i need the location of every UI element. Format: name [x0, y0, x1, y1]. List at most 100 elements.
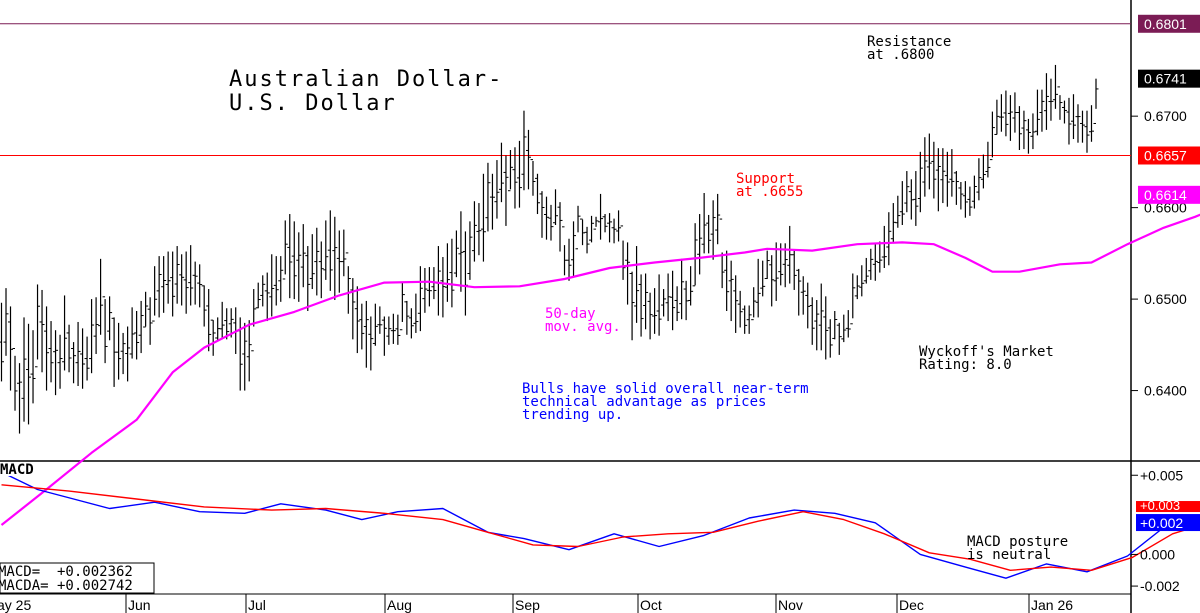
price-bar: [53, 330, 59, 396]
price-bar: [998, 94, 1004, 132]
price-bar: [251, 289, 257, 352]
price-bar: [616, 210, 622, 242]
price-bar: [89, 299, 95, 374]
price-bar: [787, 225, 793, 284]
price-bar: [534, 173, 540, 215]
price-bar: [940, 148, 946, 204]
price-bar: [962, 181, 968, 218]
price-bar: [449, 238, 455, 308]
price-bar: [435, 246, 441, 316]
price-bar: [773, 242, 779, 301]
price-bar: [1034, 89, 1040, 136]
support-label-line2: at .6655: [736, 184, 803, 200]
price-bar: [75, 321, 81, 386]
price-bar: [489, 173, 495, 230]
price-bar: [1043, 73, 1049, 130]
price-bar: [21, 317, 27, 422]
price-bar: [242, 322, 248, 391]
price-bar: [444, 243, 450, 302]
price-bar: [66, 324, 72, 373]
comment-line2: technical advantage as prices: [522, 394, 766, 410]
price-bar: [989, 111, 995, 161]
price-bar: [395, 314, 401, 345]
price-bar: [949, 149, 955, 197]
price-bar: [201, 285, 207, 327]
support-price-badge-bg: [1138, 146, 1200, 165]
price-bar: [359, 303, 365, 350]
x-axis-label: Nov: [778, 597, 803, 613]
price-bar: [480, 173, 486, 262]
price-bar: [688, 266, 694, 306]
macd-value-label: MACD= +0.002362: [0, 564, 133, 580]
price-bar: [102, 296, 108, 364]
price-bar: [197, 264, 203, 308]
price-bar: [129, 307, 135, 359]
ma-label-line2: mov. avg.: [545, 319, 621, 335]
price-bar: [44, 306, 50, 391]
price-bar: [255, 282, 261, 309]
price-bar: [30, 330, 36, 404]
price-bar: [12, 347, 18, 411]
price-bar: [35, 284, 41, 368]
price-bar: [219, 301, 225, 340]
macd-value-text: +0.002: [1140, 515, 1183, 531]
price-bar: [710, 200, 716, 260]
price-bar: [742, 305, 748, 334]
price-bar: [422, 268, 428, 313]
price-bar: [814, 300, 820, 351]
price-bar: [440, 257, 446, 318]
price-bar: [93, 297, 99, 354]
price-bar: [165, 251, 171, 304]
price-bar: [872, 244, 878, 281]
price-bar: [498, 142, 504, 203]
macd-layer: [1, 471, 1200, 579]
price-bar: [206, 289, 212, 352]
price-bar: [372, 303, 378, 346]
price-bar: [318, 241, 324, 299]
price-bar: [107, 296, 113, 341]
price-bar: [1084, 110, 1090, 153]
price-bar: [471, 201, 477, 262]
price-bar: [539, 191, 545, 238]
price-bar: [602, 214, 608, 233]
price-bar: [863, 257, 869, 284]
macd-title-bg: [0, 462, 36, 476]
macd-axis: +0.005 0.000 -0.002 +0.003 +0.002: [1131, 467, 1200, 594]
price-bar: [399, 281, 405, 331]
macd-value-badge: [1136, 514, 1200, 532]
price-bar: [17, 363, 23, 434]
ma-label-line1: 50-day: [545, 306, 596, 322]
price-bar: [413, 293, 419, 333]
price-bar: [994, 99, 1000, 135]
price-bar: [967, 186, 973, 216]
price-bar: [571, 221, 577, 277]
price-bar: [269, 254, 275, 317]
macd-legend-box: [0, 562, 155, 594]
price-bars: [0, 64, 1099, 434]
price-bar: [363, 300, 369, 368]
price-bar: [152, 266, 158, 322]
price-bar: [381, 316, 387, 356]
price-bar: [390, 313, 396, 344]
price-bar: [805, 282, 811, 329]
price-bar: [530, 159, 536, 196]
price-bar: [656, 274, 662, 336]
price-bar: [1021, 110, 1027, 150]
price-bar: [854, 275, 860, 300]
price-bar: [706, 214, 712, 254]
price-bar: [377, 306, 383, 334]
price-bar: [985, 141, 991, 178]
price-bar: [944, 151, 950, 207]
price-bar: [467, 221, 473, 280]
moving-average-line: [0, 213, 1200, 526]
price-bar: [755, 258, 761, 318]
price-bar: [417, 266, 423, 332]
price-bar: [48, 321, 54, 383]
price-axis: 0.67000.66000.65000.64000.68010.67410.66…: [1131, 14, 1200, 399]
price-bar: [958, 182, 964, 210]
price-bar: [1016, 106, 1022, 151]
price-bar: [926, 133, 932, 190]
price-bar: [179, 254, 185, 306]
price-bar: [1052, 64, 1058, 109]
